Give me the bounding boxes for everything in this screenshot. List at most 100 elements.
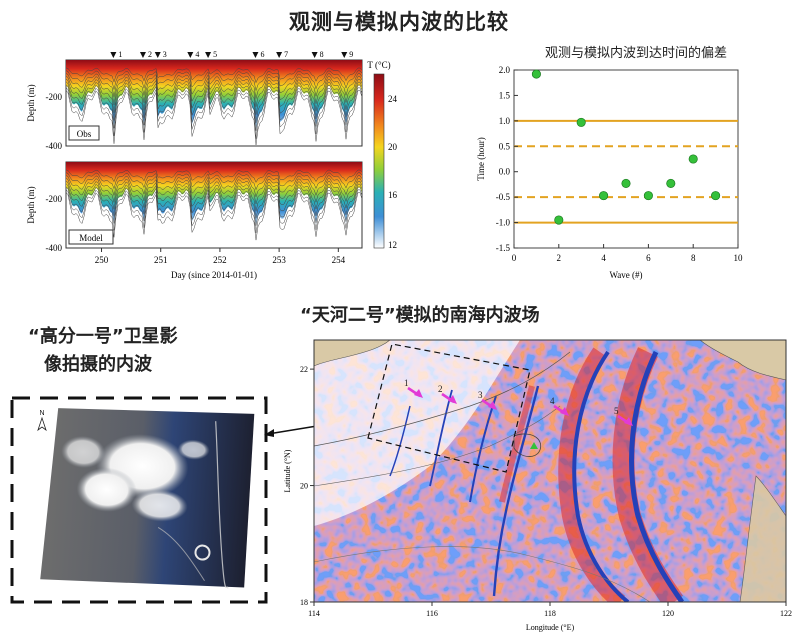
x-tick-label: 2 bbox=[557, 253, 562, 263]
data-point bbox=[666, 178, 676, 188]
data-point bbox=[688, 154, 698, 164]
data-point bbox=[599, 191, 609, 201]
obs-ylabel: Depth (m) bbox=[26, 84, 36, 121]
deviation-chart: 2.0 1.5 1.0 0.5 0.0 -0.5 -1.0 -1.5 0 2 4 6 8 10 Time… bbox=[476, 65, 744, 280]
wave-marker-label: 1 bbox=[118, 50, 122, 59]
land-taiwan bbox=[699, 340, 786, 381]
model-ytick: -200 bbox=[46, 194, 63, 204]
wave-marker-icon bbox=[311, 52, 318, 58]
x-tick-label: 254 bbox=[332, 255, 346, 265]
wave-marker-label: 4 bbox=[195, 50, 199, 59]
colorbar-tick: 20 bbox=[388, 142, 398, 152]
data-point bbox=[643, 191, 653, 201]
wave-label: 1 bbox=[404, 378, 409, 388]
y-tick-label: 0.5 bbox=[499, 141, 511, 151]
main-title: 观测与模拟内波的比较 bbox=[289, 10, 509, 34]
wave-label: 5 bbox=[614, 406, 619, 416]
wave-marker-icon bbox=[252, 52, 259, 58]
wave-label: 3 bbox=[478, 390, 483, 400]
wave-marker-label: 2 bbox=[148, 50, 152, 59]
data-point bbox=[554, 215, 564, 225]
map-y-tick-label: 20 bbox=[300, 482, 308, 491]
map-x-tick-label: 122 bbox=[780, 609, 792, 618]
y-tick-label: -1.0 bbox=[496, 218, 511, 228]
isotherm-line bbox=[65, 84, 363, 131]
x-tick-label: 253 bbox=[272, 255, 286, 265]
colorbar-tick: 24 bbox=[388, 94, 398, 104]
north-label: N bbox=[39, 410, 44, 417]
map-x-tick-label: 116 bbox=[426, 609, 438, 618]
wave-marker-icon bbox=[139, 52, 146, 58]
colorbar: T (°C) 24 20 16 12 bbox=[367, 60, 397, 250]
isotherm-line bbox=[65, 180, 363, 212]
x-tick-label: 4 bbox=[601, 253, 606, 263]
x-tick-label: 6 bbox=[646, 253, 651, 263]
wave-arrowhead-icon bbox=[448, 395, 457, 404]
wave-marker-label: 8 bbox=[320, 50, 324, 59]
isotherm-line bbox=[65, 186, 363, 226]
isotherm-line bbox=[65, 87, 363, 139]
wave-marker-icon bbox=[110, 52, 117, 58]
y-tick-label: -1.5 bbox=[496, 243, 511, 253]
wave-marker-label: 6 bbox=[260, 50, 264, 59]
colorbar-title: T (°C) bbox=[367, 60, 390, 70]
map-y-tick-label: 22 bbox=[300, 365, 308, 374]
deviation-chart-title: 观测与模拟内波到达时间的偏差 bbox=[544, 46, 727, 61]
wave-label: 4 bbox=[550, 396, 555, 406]
wave-marker-label: 9 bbox=[349, 50, 353, 59]
model-label-box bbox=[68, 229, 114, 245]
satellite-footprint-box bbox=[367, 343, 531, 473]
isotherm-line bbox=[65, 67, 363, 84]
isotherm-line bbox=[65, 78, 363, 115]
map-y-tick-label: 18 bbox=[300, 598, 308, 607]
isotherm-line bbox=[65, 178, 363, 205]
isotherm-line bbox=[65, 70, 363, 92]
obs-panel: Obs 1 2 3 4 5 6 7 8 9 bbox=[65, 50, 363, 147]
colorbar-tick: 12 bbox=[388, 240, 397, 250]
model-ylabel: Depth (m) bbox=[26, 186, 36, 223]
map-xlabel: Longitude (°E) bbox=[526, 623, 575, 632]
wave-marker-label: 3 bbox=[163, 50, 167, 59]
y-tick-label: -0.5 bbox=[496, 192, 511, 202]
obs-ytick: -400 bbox=[46, 141, 63, 151]
y-tick-label: 0.0 bbox=[499, 167, 511, 177]
x-tick-label: 10 bbox=[734, 253, 744, 263]
satellite-title-line1: “高分一号”卫星影 bbox=[28, 326, 178, 347]
x-tick-label: 250 bbox=[95, 255, 109, 265]
land-mainland bbox=[314, 340, 391, 367]
isotherm-line bbox=[65, 183, 363, 219]
x-tick-label: 251 bbox=[154, 255, 168, 265]
isotherm-line bbox=[65, 81, 363, 123]
data-point bbox=[531, 69, 541, 79]
wave-marker-icon bbox=[276, 52, 283, 58]
wave-arrowhead-icon bbox=[560, 407, 569, 416]
model-map: 1 2 3 4 5 114 116 118 120 122 22 20 18 Longitude (… bbox=[283, 339, 792, 632]
data-point bbox=[576, 117, 586, 127]
wave-arrowhead-icon bbox=[624, 417, 633, 426]
x-tick-label: 252 bbox=[213, 255, 227, 265]
obs-label: Obs bbox=[77, 129, 92, 139]
wave-marker-label: 7 bbox=[284, 50, 288, 59]
isotherm-line bbox=[65, 90, 363, 146]
wave-marker-icon bbox=[154, 52, 161, 58]
data-point bbox=[621, 178, 631, 188]
wave-label: 2 bbox=[438, 384, 443, 394]
map-x-tick-label: 120 bbox=[662, 609, 674, 618]
model-map-title: “天河二号”模拟的南海内波场 bbox=[300, 305, 540, 326]
y-tick-label: 1.0 bbox=[499, 116, 511, 126]
mooring-marker-icon bbox=[530, 442, 538, 449]
satellite-image: N bbox=[10, 396, 268, 604]
x-tick-label: 0 bbox=[512, 253, 517, 263]
map-x-tick-label: 114 bbox=[308, 609, 320, 618]
depth-xlabel: Day (since 2014-01-01) bbox=[171, 270, 257, 280]
wave-marker-icon bbox=[341, 52, 348, 58]
isotherm-line bbox=[65, 169, 363, 183]
isotherm-line bbox=[65, 175, 363, 198]
model-label: Model bbox=[79, 233, 103, 243]
data-point bbox=[711, 191, 721, 201]
isotherm-line bbox=[65, 172, 363, 191]
deviation-ylabel: Time (hour) bbox=[476, 137, 486, 180]
wave-arrowhead-icon bbox=[488, 401, 497, 410]
wave-marker-icon bbox=[187, 52, 194, 58]
